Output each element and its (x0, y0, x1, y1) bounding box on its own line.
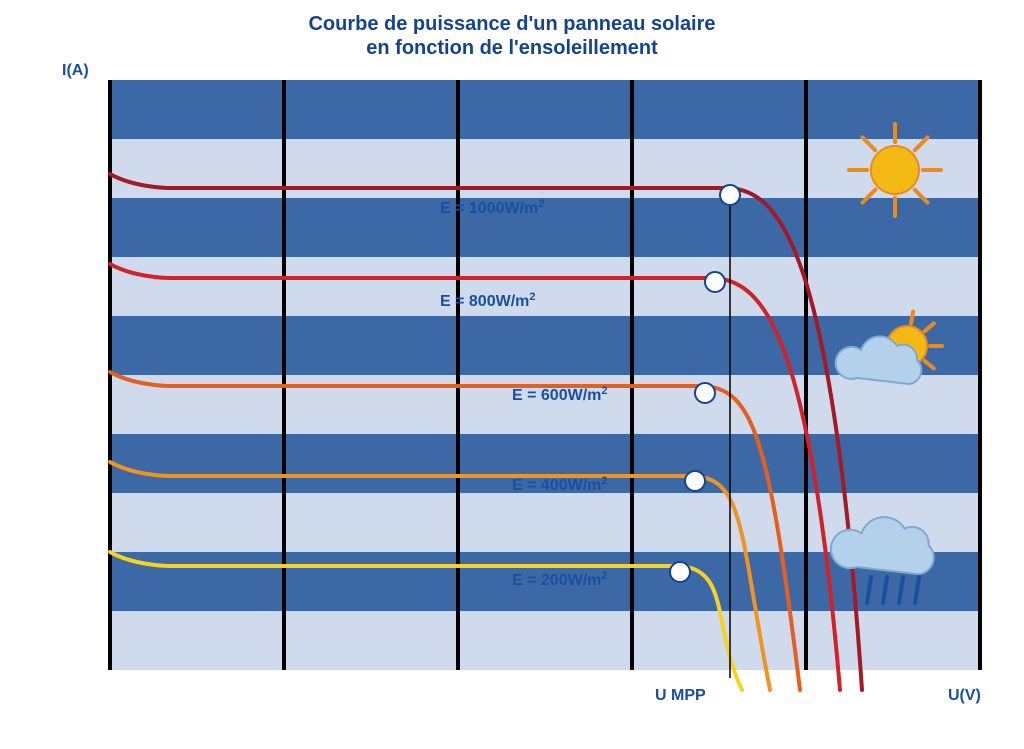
mpp-marker (695, 383, 715, 403)
curve-label: E = 400W/m2 (512, 475, 608, 494)
background-stripe (110, 611, 980, 670)
chart-title-line2: en fonction de l'ensoleillement (366, 37, 658, 59)
y-axis-label: I(A) (62, 62, 89, 79)
background-stripe (110, 257, 980, 316)
solar-iv-curve-chart: Courbe de puissance d'un panneau solaire… (0, 0, 1024, 749)
background-stripe (110, 198, 980, 257)
mpp-label: U MPP (655, 687, 706, 704)
sun-icon (849, 124, 941, 216)
x-axis-label: U(V) (948, 687, 981, 704)
chart-title-line1: Courbe de puissance d'un panneau solaire (308, 13, 715, 35)
background-stripe (110, 375, 980, 434)
curve-label: E = 600W/m2 (512, 385, 608, 404)
curve-label: E = 200W/m2 (512, 570, 608, 589)
mpp-marker (670, 562, 690, 582)
mpp-marker (685, 471, 705, 491)
mpp-marker (705, 272, 725, 292)
mpp-marker (720, 185, 740, 205)
background-stripe (110, 80, 980, 139)
curve-label: E = 800W/m2 (440, 291, 536, 310)
curve-label: E = 1000W/m2 (440, 198, 544, 217)
